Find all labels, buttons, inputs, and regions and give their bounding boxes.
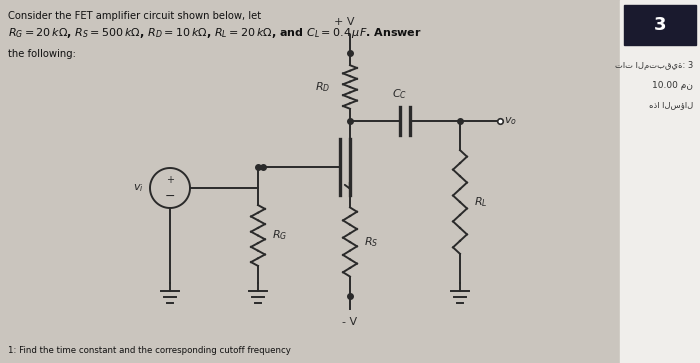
Text: −: − <box>164 189 175 203</box>
Bar <box>620 0 700 363</box>
Text: $R_G$: $R_G$ <box>272 229 288 242</box>
Text: $R_S$: $R_S$ <box>364 235 379 249</box>
Text: $R_D$: $R_D$ <box>315 80 330 94</box>
Text: $v_i$: $v_i$ <box>133 182 144 194</box>
Bar <box>624 5 696 45</box>
Text: هذا السؤال: هذا السؤال <box>649 101 693 110</box>
Text: تات المتبقية: 3: تات المتبقية: 3 <box>615 61 693 69</box>
Text: +: + <box>166 175 174 185</box>
Text: - V: - V <box>342 317 358 327</box>
Text: $v_o$: $v_o$ <box>504 115 517 127</box>
Text: Consider the FET amplifier circuit shown below, let: Consider the FET amplifier circuit shown… <box>8 11 261 21</box>
Text: the following:: the following: <box>8 49 76 59</box>
Text: $C_C$: $C_C$ <box>393 87 407 101</box>
Text: 3: 3 <box>654 16 666 34</box>
Text: $R_G = 20\,k\Omega$, $R_S = 500\,k\Omega$, $R_D = 10\,k\Omega$, $R_L = 20\,k\Ome: $R_G = 20\,k\Omega$, $R_S = 500\,k\Omega… <box>8 26 422 40</box>
Text: + V: + V <box>334 17 354 27</box>
Text: $R_L$: $R_L$ <box>474 195 488 209</box>
Text: 10.00 من: 10.00 من <box>652 81 693 90</box>
Text: 1: Find the time constant and the corresponding cutoff frequency: 1: Find the time constant and the corres… <box>8 346 291 355</box>
